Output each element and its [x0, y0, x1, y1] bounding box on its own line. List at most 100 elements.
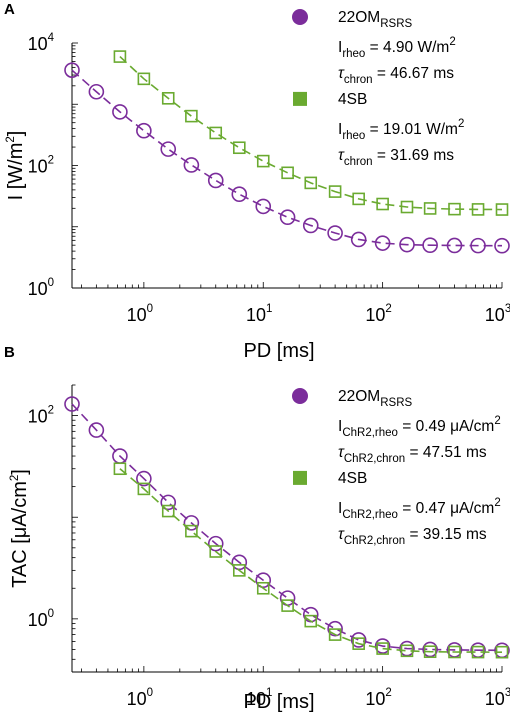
param-superscript: 2 — [494, 415, 500, 427]
param-line: Irheo = 19.01 W/m2 — [338, 118, 464, 142]
tick-base: 10 — [365, 689, 385, 709]
tick-base: 10 — [28, 279, 48, 299]
data-point — [88, 83, 105, 100]
legend-label-0: 22OMRSRS — [338, 388, 412, 409]
legend-marker-0 — [292, 388, 308, 404]
param-line: Irheo = 4.90 W/m2 — [338, 36, 456, 60]
x-tick-label: 102 — [365, 687, 391, 709]
data-point — [183, 515, 200, 531]
data-point — [185, 524, 198, 538]
param-line: τchron = 46.67 ms — [338, 65, 454, 86]
data-point — [495, 203, 509, 216]
legend-name-sub: RSRS — [380, 18, 412, 30]
y-axis-title-sup: 2 — [9, 475, 21, 481]
legend-label-1: 4SB — [338, 91, 367, 108]
param-symbol: I — [338, 39, 342, 56]
data-point — [350, 632, 367, 648]
data-point — [376, 197, 389, 211]
series-1 — [113, 50, 509, 216]
data-point — [209, 545, 223, 558]
param-subscript: rheo — [342, 130, 365, 142]
series-0 — [64, 62, 510, 254]
data-point — [161, 92, 175, 105]
param-symbol: I — [338, 500, 342, 517]
legend-label-1: 4SB — [338, 470, 367, 487]
param-symbol: I — [338, 121, 342, 138]
param-value: = 46.67 ms — [373, 65, 455, 82]
series-line — [119, 468, 503, 653]
tick-exponent: 3 — [505, 687, 510, 699]
data-point — [64, 396, 80, 412]
panel-label: B — [4, 344, 15, 361]
tick-base: 10 — [127, 689, 147, 709]
data-point — [255, 572, 272, 589]
data-point — [281, 599, 294, 612]
y-axis-title-main: I [W/m — [5, 143, 27, 201]
param-value: = 47.51 ms — [405, 444, 487, 461]
tick-base: 10 — [246, 305, 266, 325]
data-point — [113, 50, 127, 63]
data-point — [328, 185, 342, 198]
y-tick-label: 102 — [28, 155, 54, 177]
series-line — [71, 403, 503, 652]
x-tick-label: 100 — [127, 303, 153, 325]
x-axis-title: PD [ms] — [243, 340, 314, 362]
param-symbol: τ — [338, 65, 345, 82]
data-point — [112, 104, 128, 120]
data-point — [470, 237, 486, 254]
tick-exponent: 2 — [48, 405, 54, 417]
y-axis-title: I [W/m2] — [5, 131, 27, 201]
tick-base: 10 — [28, 34, 48, 54]
y-axis-title-sup: 2 — [5, 136, 17, 142]
tick-exponent: 2 — [48, 155, 54, 167]
y-tick-label: 102 — [28, 405, 54, 427]
tick-exponent: 1 — [266, 303, 272, 315]
legend-name-sub: RSRS — [380, 397, 412, 409]
tick-base: 10 — [127, 305, 147, 325]
tick-base: 10 — [485, 305, 505, 325]
legend-marker-1 — [293, 91, 307, 106]
data-point — [256, 581, 270, 595]
data-point — [160, 494, 177, 511]
tick-base: 10 — [28, 157, 48, 177]
data-point — [448, 202, 461, 216]
tick-exponent: 3 — [505, 303, 510, 315]
legend-name: 4SB — [338, 470, 367, 487]
param-superscript: 2 — [449, 36, 455, 48]
data-point — [327, 620, 343, 637]
data-point — [374, 638, 391, 654]
legend-marker-0 — [292, 9, 308, 25]
param-symbol: I — [338, 418, 342, 435]
data-point — [400, 644, 414, 658]
data-point — [446, 237, 463, 254]
param-line: τChR2,chron = 47.51 ms — [338, 444, 487, 465]
tick-base: 10 — [28, 610, 48, 630]
tick-exponent: 4 — [48, 32, 55, 44]
data-point — [376, 642, 389, 655]
param-value: = 19.01 W/m — [365, 121, 458, 138]
data-point — [471, 645, 485, 659]
param-superscript: 2 — [494, 497, 500, 509]
data-point — [136, 470, 152, 487]
param-symbol: τ — [338, 444, 345, 461]
data-point — [64, 62, 80, 78]
legend-name: 22OM — [338, 9, 380, 26]
series-line — [71, 69, 503, 247]
tick-exponent: 2 — [385, 687, 391, 699]
data-point — [137, 482, 151, 496]
legend-name: 22OM — [338, 388, 380, 405]
x-tick-label: 100 — [127, 687, 153, 709]
param-symbol: τ — [338, 147, 345, 164]
param-line: τchron = 31.69 ms — [338, 147, 454, 168]
data-point — [304, 176, 318, 190]
data-point — [281, 166, 294, 180]
data-point — [232, 141, 246, 155]
data-point — [422, 237, 438, 253]
tick-exponent: 1 — [266, 687, 272, 699]
data-point — [327, 225, 343, 241]
tick-base: 10 — [28, 407, 48, 427]
data-point — [255, 198, 272, 215]
data-point — [423, 202, 437, 215]
